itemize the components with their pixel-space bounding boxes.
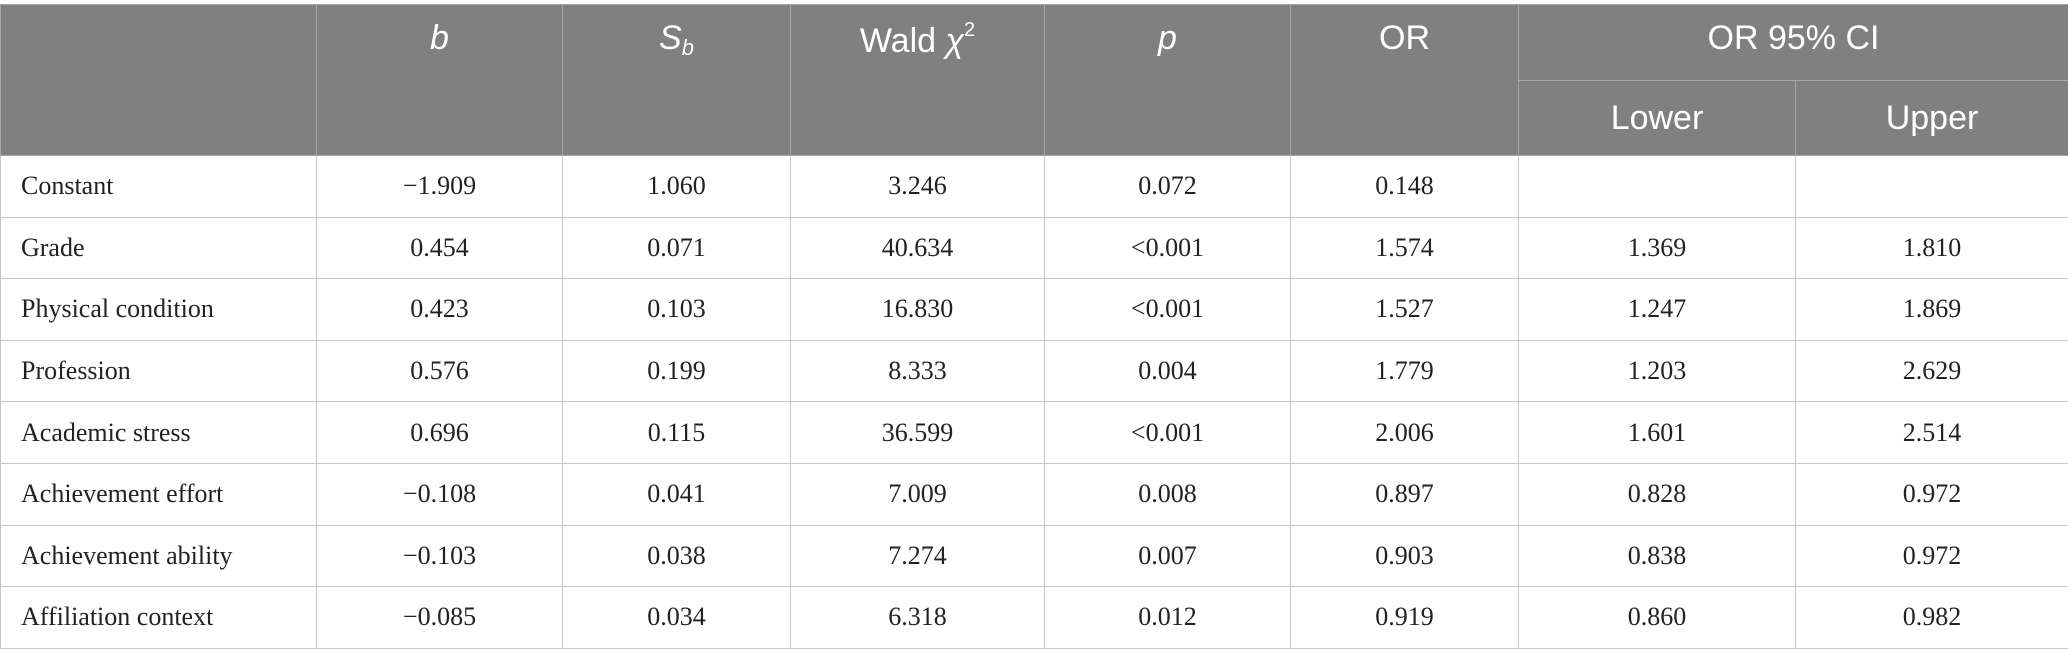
cell-lower: 0.860 <box>1518 586 1796 649</box>
header-wald-sup: 2 <box>964 19 976 41</box>
cell-sb: 0.115 <box>562 401 791 464</box>
cell-upper: 1.810 <box>1794 216 2068 280</box>
cell-lower: 1.203 <box>1518 339 1796 403</box>
cell-sb: 0.038 <box>562 524 791 588</box>
header-row-label <box>0 4 317 156</box>
header-b: b <box>316 4 563 156</box>
cell-or: 1.574 <box>1290 216 1519 280</box>
cell-label: Profession <box>0 339 317 403</box>
cell-lower: 1.369 <box>1518 216 1796 280</box>
cell-p: 0.007 <box>1044 524 1291 588</box>
table-row: Achievement ability −0.103 0.038 7.274 0.007… <box>0 524 2068 588</box>
cell-lower: 0.828 <box>1518 462 1796 526</box>
table-row: Constant −1.909 1.060 3.246 0.072 0.148 <box>0 155 2068 218</box>
cell-label: Constant <box>0 155 317 218</box>
cell-p: 0.008 <box>1044 462 1291 526</box>
cell-b: 0.454 <box>316 216 563 280</box>
table-row: Affiliation context −0.085 0.034 6.318 0.012… <box>0 586 2068 649</box>
cell-lower: 1.247 <box>1518 278 1796 341</box>
cell-b: −1.909 <box>316 155 563 218</box>
cell-upper: 0.982 <box>1794 586 2068 649</box>
cell-wald: 7.274 <box>790 524 1045 588</box>
header-ci-group: OR 95% CI <box>1517 3 2068 82</box>
regression-table-container: b Sb Wald χ2 p OR OR 95% CI Lower Upper … <box>0 3 2068 649</box>
cell-sb: 0.034 <box>562 586 791 649</box>
cell-lower: 0.838 <box>1518 524 1796 588</box>
cell-p: <0.001 <box>1044 278 1291 341</box>
cell-b: −0.108 <box>316 462 563 526</box>
cell-label: Physical condition <box>0 278 317 341</box>
cell-p: <0.001 <box>1044 216 1291 280</box>
cell-lower: 1.601 <box>1518 401 1796 464</box>
cell-b: 0.576 <box>316 339 563 403</box>
cell-label: Affiliation context <box>0 586 317 649</box>
cell-sb: 0.071 <box>562 216 791 280</box>
regression-table: b Sb Wald χ2 p OR OR 95% CI Lower Upper … <box>0 3 2068 649</box>
cell-upper: 2.629 <box>1794 339 2068 403</box>
header-upper: Upper <box>1794 80 2068 156</box>
table-row: Grade 0.454 0.071 40.634 <0.001 1.574 1.369 1.8… <box>0 216 2068 280</box>
header-sb-main: S <box>659 19 682 57</box>
cell-upper: 0.972 <box>1794 524 2068 588</box>
cell-or: 1.779 <box>1290 339 1519 403</box>
cell-or: 1.527 <box>1290 278 1519 341</box>
table-row: Profession 0.576 0.199 8.333 0.004 1.779 1.203… <box>0 339 2068 403</box>
cell-or: 0.919 <box>1290 586 1519 649</box>
cell-lower <box>1518 155 1796 218</box>
cell-or: 0.148 <box>1290 155 1519 218</box>
cell-p: 0.004 <box>1044 339 1291 403</box>
header-wald-chi: χ <box>945 22 965 60</box>
cell-or: 0.903 <box>1290 524 1519 588</box>
table-row: Achievement effort −0.108 0.041 7.009 0.008 0… <box>0 462 2068 526</box>
cell-wald: 6.318 <box>790 586 1045 649</box>
cell-upper: 1.869 <box>1794 278 2068 341</box>
cell-upper <box>1794 155 2068 218</box>
cell-label: Academic stress <box>0 401 317 464</box>
cell-p: <0.001 <box>1044 401 1291 464</box>
table-row: Physical condition 0.423 0.103 16.830 <0.001… <box>0 278 2068 341</box>
cell-sb: 1.060 <box>562 155 791 218</box>
cell-wald: 7.009 <box>790 462 1045 526</box>
cell-upper: 2.514 <box>1794 401 2068 464</box>
cell-wald: 8.333 <box>790 339 1045 403</box>
header-sb-sub: b <box>681 35 694 60</box>
cell-p: 0.012 <box>1044 586 1291 649</box>
cell-sb: 0.103 <box>562 278 791 341</box>
cell-wald: 3.246 <box>790 155 1045 218</box>
cell-wald: 36.599 <box>790 401 1045 464</box>
cell-label: Achievement effort <box>0 462 317 526</box>
cell-p: 0.072 <box>1044 155 1291 218</box>
table-header: b Sb Wald χ2 p OR OR 95% CI Lower Upper <box>0 3 2068 156</box>
header-wald-text: Wald <box>859 22 946 60</box>
cell-or: 0.897 <box>1290 462 1519 526</box>
cell-wald: 16.830 <box>790 278 1045 341</box>
cell-or: 2.006 <box>1290 401 1519 464</box>
cell-wald: 40.634 <box>790 216 1045 280</box>
cell-upper: 0.972 <box>1794 462 2068 526</box>
header-or: OR <box>1290 4 1519 156</box>
table-row: Academic stress 0.696 0.115 36.599 <0.001 2.0… <box>0 401 2068 464</box>
header-p: p <box>1044 4 1291 156</box>
cell-sb: 0.041 <box>562 462 791 526</box>
table-body: Constant −1.909 1.060 3.246 0.072 0.148 Grade 0… <box>0 155 2068 649</box>
header-lower: Lower <box>1518 80 1796 156</box>
cell-b: 0.696 <box>316 401 563 464</box>
header-sb: Sb <box>562 4 791 156</box>
cell-b: 0.423 <box>316 278 563 341</box>
header-wald: Wald χ2 <box>790 4 1045 156</box>
cell-sb: 0.199 <box>562 339 791 403</box>
cell-b: −0.103 <box>316 524 563 588</box>
cell-label: Grade <box>0 216 317 280</box>
cell-label: Achievement ability <box>0 524 317 588</box>
cell-b: −0.085 <box>316 586 563 649</box>
